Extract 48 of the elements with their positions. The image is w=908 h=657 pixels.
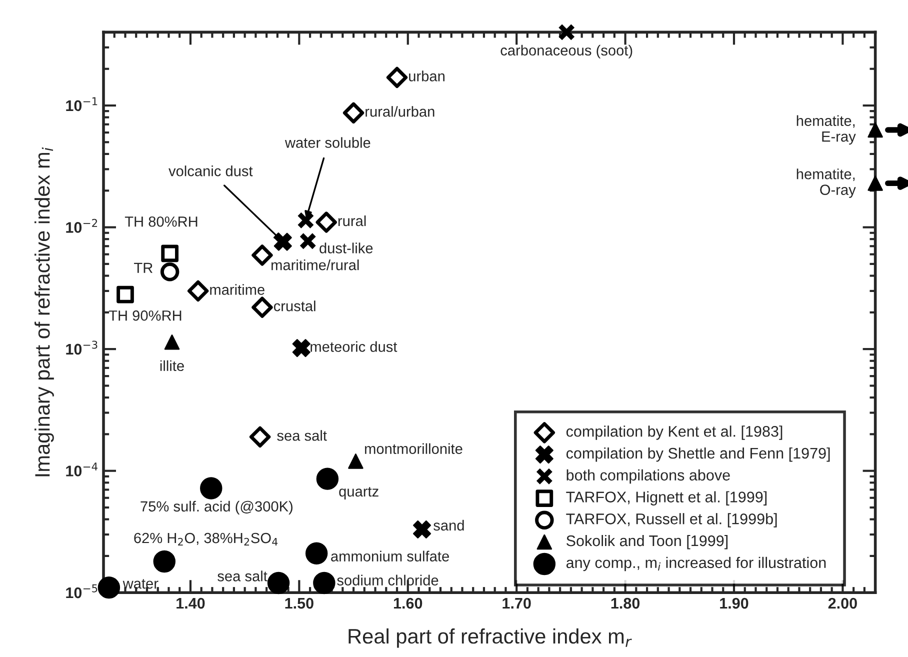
x-tick-label: 1.80 [611,598,640,609]
annotation: hematite, O-ray [796,168,856,198]
annotation: sea salt [277,430,327,441]
annotation: maritime [210,284,264,295]
y-tick-label: 10$^{−3}$ [66,340,98,355]
annotation: quartz [339,487,378,500]
annotation: maritime/rural [272,260,359,270]
annotation: hematite, E-ray [796,115,856,145]
x-axis-title: Real part of refractive index m$_{r}$ [348,628,632,648]
y-tick-label: 10$^{−5}$ [66,584,98,598]
x-tick-label: 1.90 [720,598,748,609]
annotation: 75% sulf. acid (@300K) [140,500,292,514]
annotation: crustal [274,300,316,312]
annotation: sea salt [218,570,268,582]
y-axis-title: Imaginary part of refractive index m$_{i}$ [34,147,54,476]
annotation: montmorillonite [365,443,462,454]
legend-label: any comp., m$_{i}$ increased for illustration [566,556,826,572]
legend-label: Sokolik and Toon [1999] [566,534,728,550]
legend-label: TARFOX, Russell et al. [1999b] [566,513,777,528]
annotation: carbonaceous (soot) [500,44,632,58]
annotation: rural [338,215,366,226]
annotation: TH 80%RH [124,216,198,227]
annotation: rural/urban [366,106,434,117]
annotation: volcanic dust [168,166,253,176]
annotation: dust-like [320,242,373,254]
annotation: TR [134,262,152,273]
annotation: urban [409,70,444,82]
annotation: meteoric dust [310,341,398,352]
annotation: sand [434,520,464,531]
annotation: 62% H$_{2}$O, 38%H$_{2}$SO$_{4}$ [134,532,278,546]
x-tick-label: 2.00 [828,598,857,609]
annotation: TH 90%RH [108,310,182,321]
x-tick-label: 1.70 [502,598,531,609]
y-tick-label: 10$^{−2}$ [66,218,98,233]
x-tick-label: 1.50 [285,598,314,609]
annotation: ammonium sulfate [331,550,449,562]
legend-label: both compilations above [566,469,730,484]
legend-label: compilation by Kent et al. [1983] [566,426,782,440]
annotation: sodium chloride [337,574,438,586]
x-tick-label: 1.60 [394,598,422,609]
annotation: water [122,579,158,589]
y-tick-label: 10$^{−1}$ [66,97,98,112]
annotation: illite [160,360,184,372]
annotation: water soluble [284,137,370,148]
y-tick-label: 10$^{−4}$ [66,462,98,476]
x-tick-label: 1.40 [176,598,205,609]
legend-label: TARFOX, Hignett et al. [1999] [566,491,767,506]
legend-label: compilation by Shettle and Fenn [1979] [566,447,830,462]
